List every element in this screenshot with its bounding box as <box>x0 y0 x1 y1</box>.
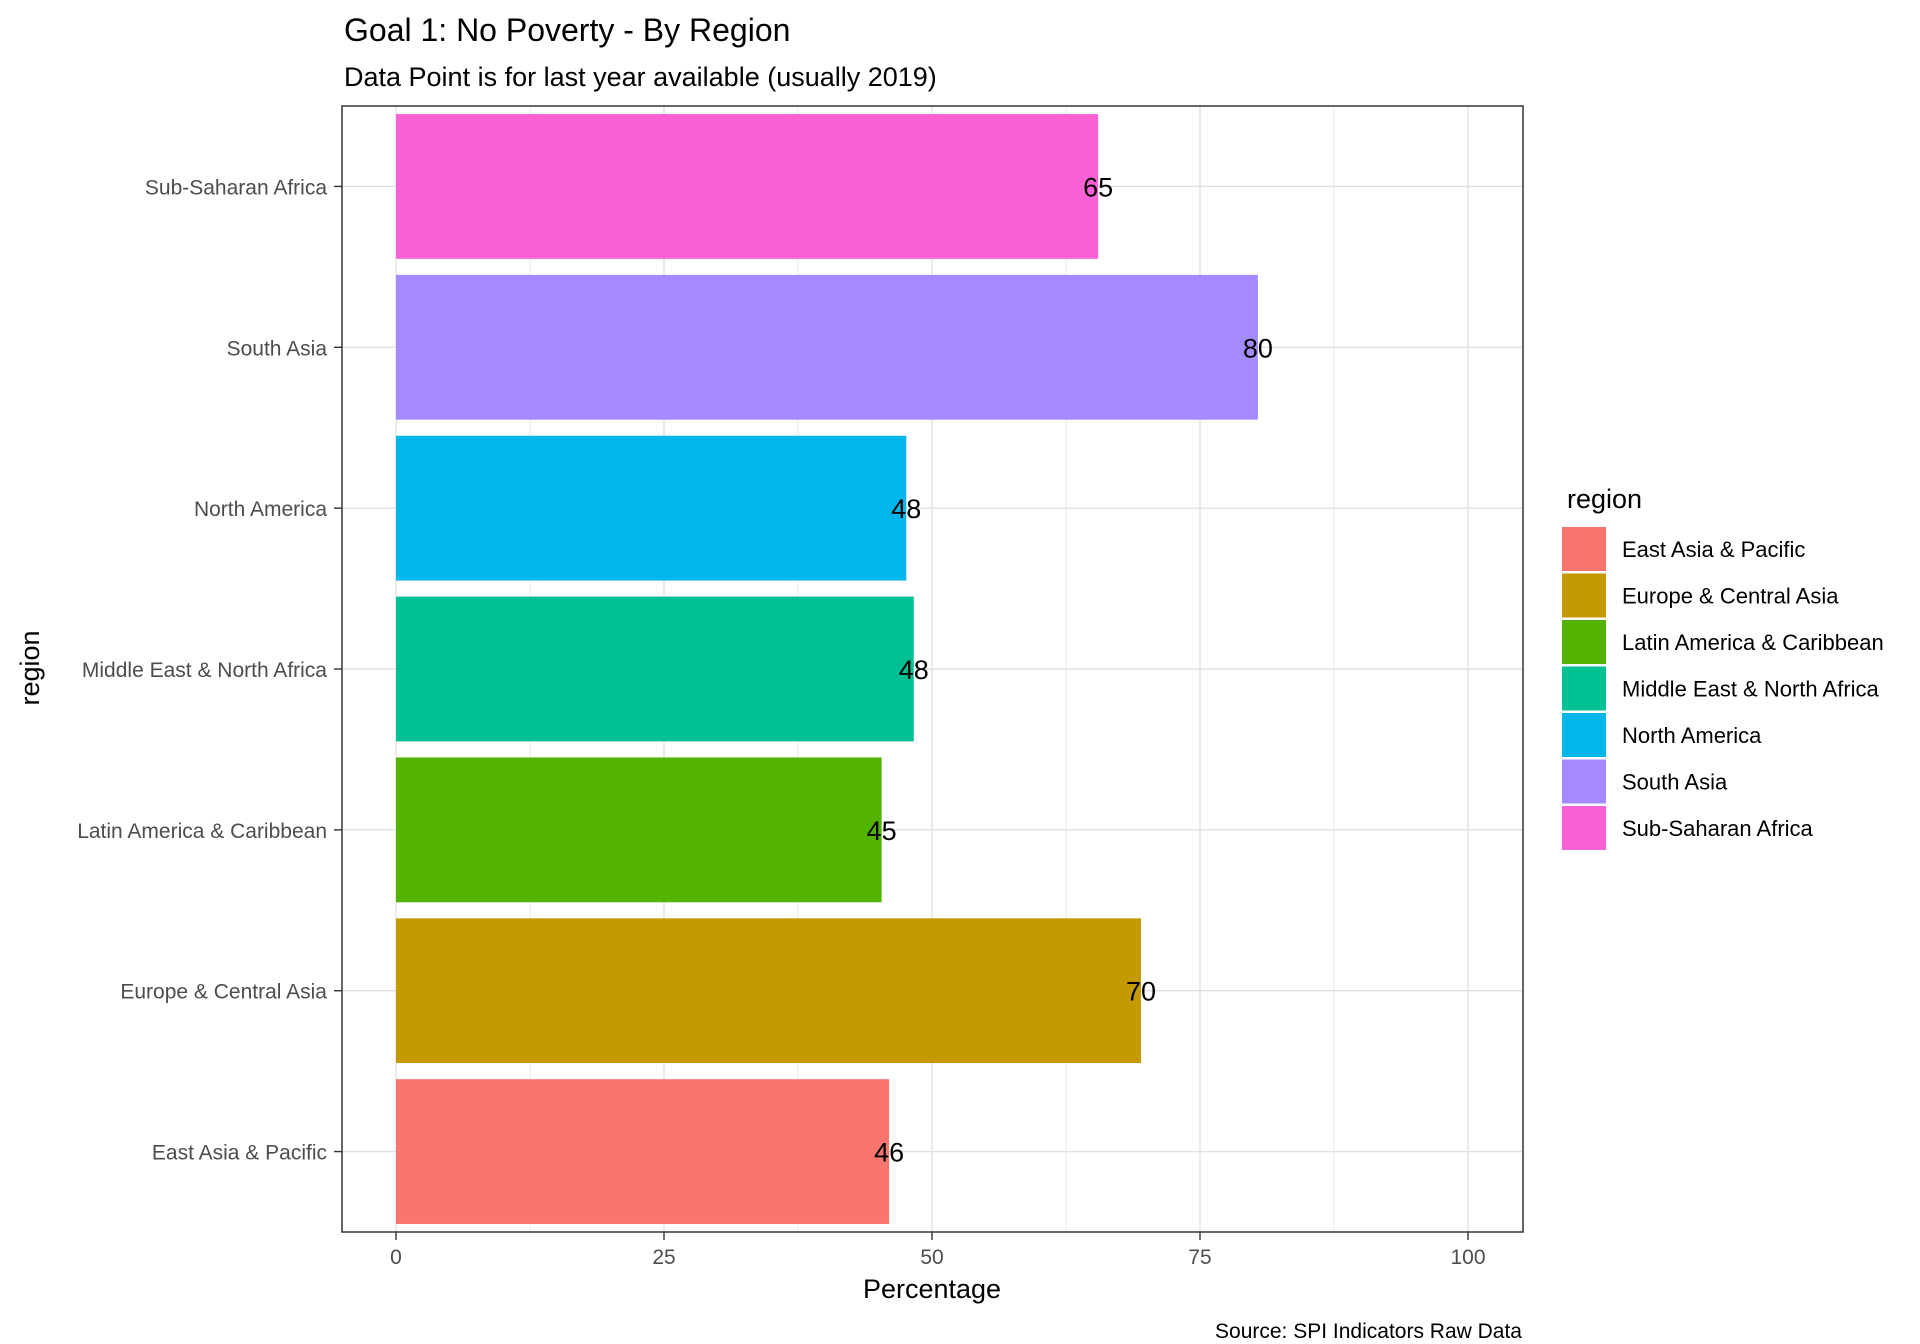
x-axis-title: Percentage <box>863 1274 1001 1304</box>
data-label: 70 <box>1126 977 1156 1007</box>
legend-swatch <box>1562 806 1606 850</box>
data-label: 48 <box>891 494 921 524</box>
legend-label: Latin America & Caribbean <box>1622 630 1884 655</box>
data-label: 65 <box>1083 172 1113 202</box>
legend: region East Asia & Pacific Europe & Centr… <box>1562 484 1884 850</box>
bar <box>396 757 882 903</box>
data-labels: 46 70 45 48 48 80 65 <box>867 172 1273 1167</box>
chart-caption: Source: SPI Indicators Raw Data <box>1215 1320 1522 1343</box>
bar <box>396 918 1142 1064</box>
x-tick-label: 100 <box>1450 1246 1485 1269</box>
data-label: 46 <box>874 1138 904 1168</box>
legend-label: Sub-Saharan Africa <box>1622 816 1814 841</box>
y-tick-label: Middle East & North Africa <box>82 659 327 682</box>
y-tick-label: South Asia <box>227 337 328 360</box>
data-label: 80 <box>1243 333 1273 363</box>
data-label: 45 <box>867 816 897 846</box>
legend-swatch <box>1562 759 1606 804</box>
legend-swatch <box>1562 713 1606 757</box>
data-label: 48 <box>899 655 929 685</box>
x-tick-label: 0 <box>390 1246 402 1269</box>
y-tick-label: North America <box>194 498 327 521</box>
legend-swatch <box>1562 620 1606 664</box>
x-tick-label: 50 <box>920 1246 943 1269</box>
y-tick-label: Sub-Saharan Africa <box>145 176 327 199</box>
y-axis-title: region <box>15 630 45 705</box>
x-tick-label: 75 <box>1188 1246 1211 1269</box>
legend-swatch <box>1562 666 1606 711</box>
x-tick-label: 25 <box>652 1246 675 1269</box>
y-tick-label: Europe & Central Asia <box>120 981 327 1004</box>
chart-subtitle: Data Point is for last year available (u… <box>344 62 937 92</box>
legend-label: South Asia <box>1622 770 1728 795</box>
x-axis: 0 25 50 75 100 <box>390 1232 1486 1269</box>
legend-label: North America <box>1622 723 1762 748</box>
bars <box>396 114 1258 1224</box>
bar <box>396 596 914 742</box>
legend-label: East Asia & Pacific <box>1622 537 1805 562</box>
legend-label: Middle East & North Africa <box>1622 677 1880 702</box>
chart-title: Goal 1: No Poverty - By Region <box>344 12 790 48</box>
bar <box>396 435 907 581</box>
legend-swatch <box>1562 527 1606 571</box>
y-tick-label: East Asia & Pacific <box>152 1142 327 1165</box>
bar <box>396 1079 890 1224</box>
legend-swatch <box>1562 573 1606 618</box>
legend-title: region <box>1567 484 1642 514</box>
bar <box>396 274 1258 420</box>
y-axis: East Asia & Pacific Europe & Central Asia… <box>77 176 342 1165</box>
bar <box>396 114 1099 259</box>
y-tick-label: Latin America & Caribbean <box>77 820 327 843</box>
legend-label: Europe & Central Asia <box>1622 584 1839 609</box>
